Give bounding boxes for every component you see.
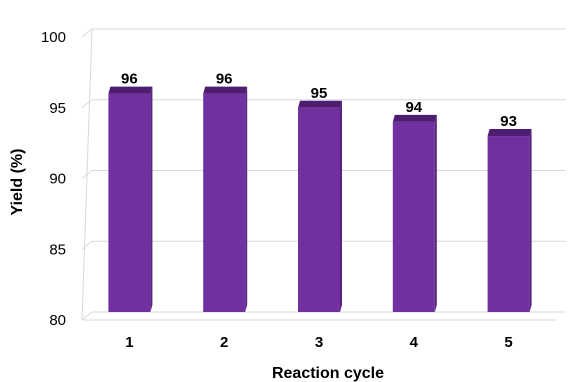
bar [487, 129, 532, 312]
bar-front [487, 136, 530, 312]
bar-side [150, 86, 153, 312]
bar-top [108, 86, 153, 94]
gridline-depth [81, 311, 93, 321]
data-label: 96 [216, 71, 233, 88]
data-label: 96 [121, 71, 138, 88]
x-tick-label: 4 [410, 334, 419, 351]
bar-front [298, 107, 340, 312]
x-axis-ticks: 1 2 3 4 5 [125, 334, 513, 351]
bar-side [340, 100, 342, 312]
bar-top [392, 114, 437, 122]
y-axis-ticks: 80 85 90 95 100 [41, 29, 66, 329]
x-tick-label: 3 [315, 334, 323, 351]
bars: 96 96 95 94 93 [108, 71, 532, 313]
bar-top [203, 86, 248, 94]
x-axis-title: Reaction cycle [272, 365, 384, 382]
gridline-depth [81, 28, 93, 38]
y-tick-label: 85 [49, 241, 66, 258]
x-tick-label: 5 [504, 334, 512, 351]
bar-front [392, 121, 435, 313]
bar-top [298, 100, 342, 108]
data-label: 95 [311, 85, 328, 102]
y-tick-label: 80 [49, 312, 66, 329]
bar [298, 100, 342, 312]
x-tick-label: 2 [220, 334, 228, 351]
y-axis-title: Yield (%) [9, 149, 26, 216]
data-label: 94 [405, 99, 422, 116]
x-tick-label: 1 [125, 334, 133, 351]
y-tick-label: 100 [41, 29, 66, 46]
y-tick-label: 90 [49, 171, 66, 188]
bar [108, 86, 153, 312]
bar [203, 86, 248, 312]
bar [392, 114, 437, 313]
bar-side [529, 129, 532, 312]
bar-front [203, 93, 246, 312]
bar-front [108, 93, 151, 312]
back-wall-edge [81, 28, 93, 321]
gridline-depth [81, 240, 93, 250]
y-tick-label: 95 [49, 100, 66, 117]
gridline-depth [81, 99, 93, 109]
bar-top [487, 129, 532, 137]
bar-side [245, 86, 248, 312]
bar-side [434, 114, 437, 313]
data-label: 93 [500, 113, 517, 130]
